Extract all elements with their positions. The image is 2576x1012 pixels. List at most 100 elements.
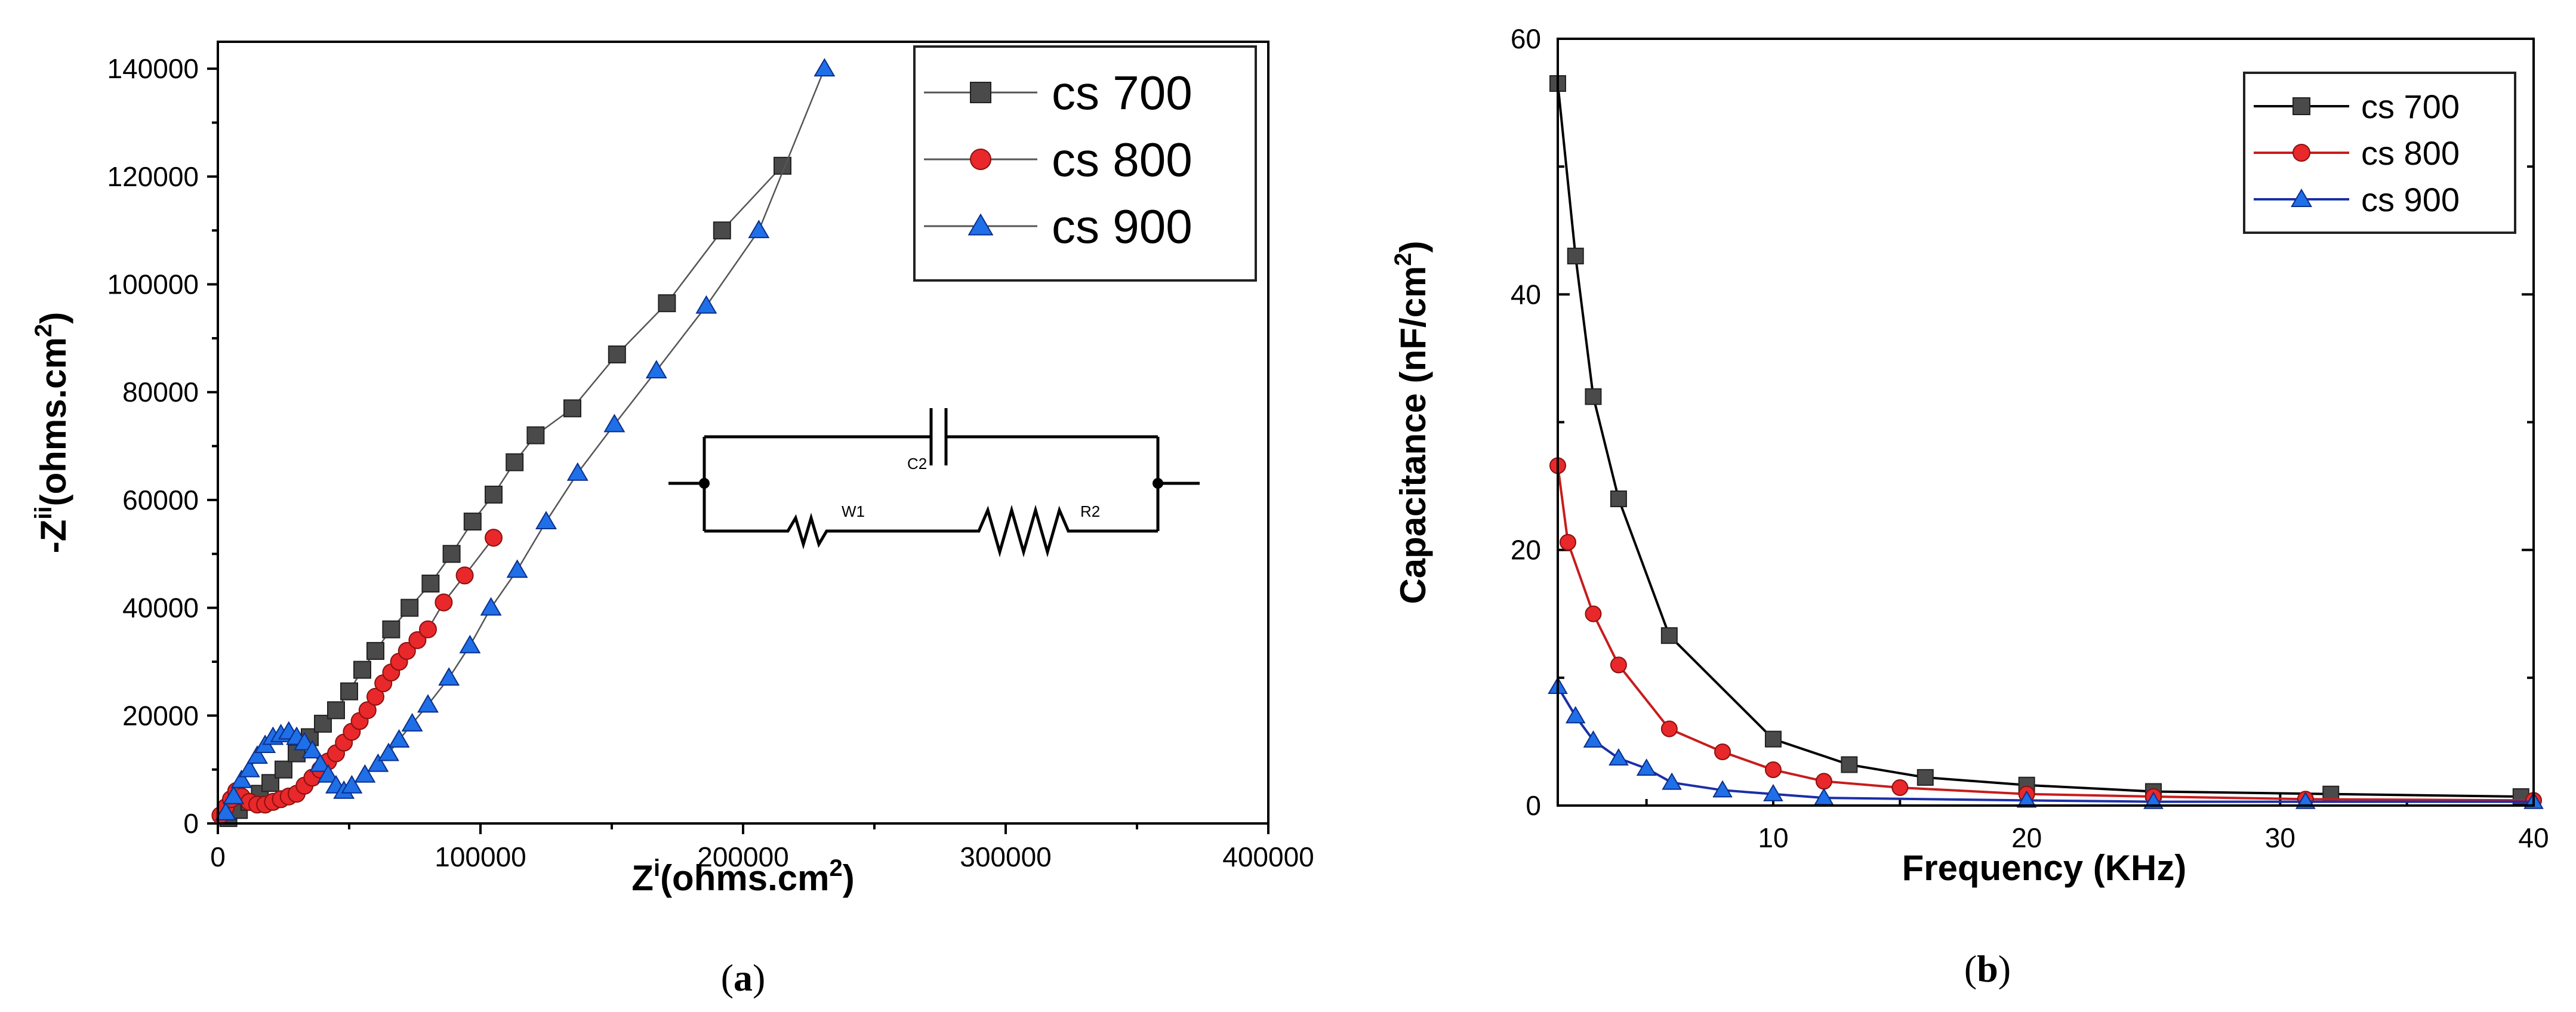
y-tick-label-a: 20000	[122, 700, 199, 731]
data-point	[459, 634, 481, 653]
data-point	[378, 742, 399, 761]
data-point	[1815, 773, 1832, 790]
data-point	[442, 545, 461, 563]
legend-label: cs 900	[1052, 200, 1193, 253]
data-point	[421, 574, 440, 593]
y-tick-label-b: 40	[1511, 279, 1541, 310]
data-point	[246, 745, 268, 764]
data-point	[327, 701, 345, 720]
x-tick-label-b: 10	[1758, 822, 1788, 853]
x-tick-label-b: 40	[2518, 822, 2549, 853]
series-line	[1557, 83, 2521, 798]
data-point	[301, 740, 323, 759]
data-point	[400, 598, 419, 617]
data-point	[1565, 706, 1586, 724]
data-point	[748, 220, 770, 239]
data-point	[608, 345, 626, 363]
data-point	[367, 753, 389, 772]
data-point	[1609, 748, 1629, 766]
series-line	[1557, 465, 2534, 802]
legend-label: cs 900	[2361, 181, 2460, 218]
legend-label: cs 700	[1052, 66, 1193, 119]
data-point	[455, 566, 474, 585]
data-point	[535, 511, 557, 530]
x-tick-label-a: 300000	[960, 841, 1052, 872]
data-point	[314, 714, 332, 733]
data-point	[1585, 388, 1602, 405]
plot-frame-b	[1557, 38, 2535, 807]
legend-b: cs 700 cs 800 cs 900	[2243, 72, 2516, 234]
y-tick-label-a: 100000	[107, 269, 199, 300]
data-point	[1841, 756, 1858, 773]
panel-label-b: (b)	[1964, 948, 2011, 990]
series-b-cs-900	[1548, 677, 2544, 809]
data-point	[1585, 605, 1602, 622]
data-point	[398, 641, 416, 660]
legend-marker	[967, 213, 994, 236]
x-axis-title-a: Zi(ohms.cm2)	[631, 855, 854, 898]
data-point	[438, 667, 460, 686]
data-point	[309, 753, 331, 772]
data-point	[1610, 656, 1627, 674]
legend-marker	[2291, 189, 2312, 207]
panel-b-chart: 10 20 30 40 0 20 40 60 cs 700 cs 800 cs 900 Frequ…	[1390, 23, 2549, 990]
legend-marker	[970, 149, 991, 170]
data-point	[603, 414, 625, 433]
data-point	[485, 485, 503, 504]
data-point	[1583, 730, 1604, 748]
data-point	[275, 760, 292, 779]
data-point	[1712, 780, 1733, 798]
legend-a: cs 700 cs 800 cs 900	[913, 45, 1257, 282]
data-point	[215, 801, 237, 820]
x-axis-title-b: Frequency (KHz)	[1902, 848, 2187, 888]
data-point	[566, 462, 588, 481]
y-tick-label-b: 60	[1511, 23, 1541, 54]
x-tick-label-a: 200000	[697, 841, 789, 872]
data-point	[1764, 730, 1782, 748]
y-tick-label-a: 40000	[122, 593, 199, 624]
data-point	[223, 785, 245, 804]
y-tick-label-a: 140000	[107, 53, 199, 84]
x-tick-label-a: 400000	[1222, 841, 1314, 872]
series-a-cs-900	[215, 58, 836, 820]
resistor-r2-label: R2	[1080, 502, 1100, 520]
data-point	[435, 593, 453, 612]
data-point	[238, 758, 260, 777]
data-point	[1714, 743, 1731, 761]
legend-marker	[970, 82, 991, 103]
data-point	[480, 597, 502, 616]
data-point	[366, 687, 384, 706]
y-tick-label-b: 20	[1511, 535, 1541, 566]
data-point	[1916, 769, 1934, 786]
data-point	[408, 631, 427, 649]
legend-marker	[2292, 144, 2310, 162]
legend-marker	[2292, 97, 2310, 115]
data-point	[526, 426, 545, 445]
data-point	[317, 764, 339, 783]
y-axis-title-b: Capacitance (nF/cm2)	[1390, 240, 1433, 604]
data-point	[366, 641, 384, 660]
data-point	[1660, 627, 1678, 644]
legend-label: cs 800	[2361, 134, 2460, 172]
data-point	[388, 729, 410, 748]
capacitor-c2-label: C2	[907, 455, 927, 473]
y-tick-label-a: 60000	[122, 485, 199, 516]
data-point	[354, 764, 376, 783]
warburg-w1-label: W1	[842, 502, 865, 520]
legend-label: cs 800	[1052, 133, 1193, 186]
data-point	[814, 58, 836, 77]
x-tick-label-b: 30	[2265, 822, 2295, 853]
data-point	[563, 399, 581, 418]
panel-a-chart: 0 100000 200000 300000 400000 0 20000 40000 6000…	[30, 41, 1314, 999]
data-point	[1891, 779, 1909, 797]
y-tick-label-a: 120000	[107, 161, 199, 192]
y-axis-title-a: -Zii(ohms.cm2)	[30, 312, 73, 554]
data-point	[382, 620, 400, 638]
data-point	[485, 529, 503, 547]
data-point	[358, 701, 377, 720]
data-point	[1662, 772, 1682, 790]
data-point	[1636, 758, 1657, 776]
data-point	[1559, 533, 1576, 551]
data-point	[2016, 790, 2037, 808]
